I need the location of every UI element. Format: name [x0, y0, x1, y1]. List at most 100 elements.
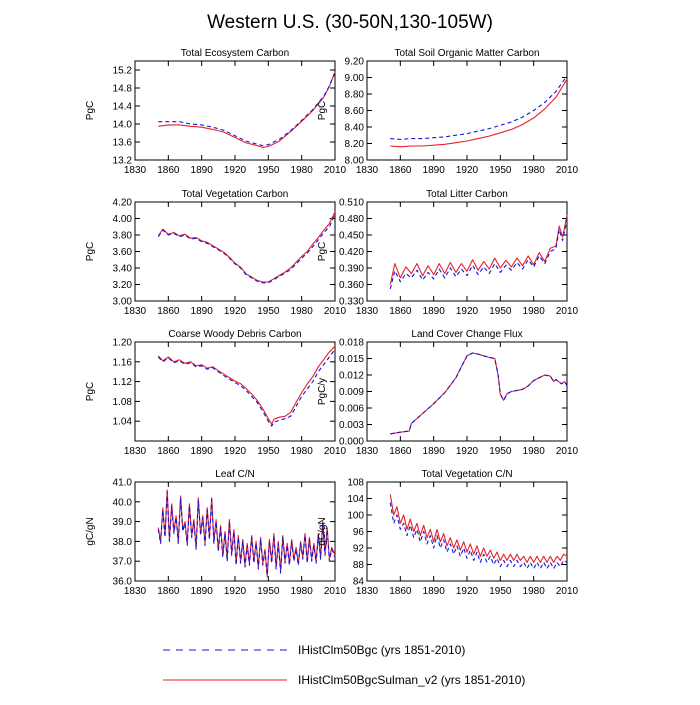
plot-frame	[134, 201, 336, 302]
y-tick-label: 0.003	[339, 420, 364, 431]
x-tick-label: 1860	[389, 306, 412, 317]
chart-panel: Coarse Woody Debris Carbon 1.04 1.08 1.12 1.…	[85, 329, 347, 457]
x-tick-label: 1920	[224, 306, 247, 317]
y-tick-label: 13.6	[113, 138, 133, 149]
y-tick-label: 3.00	[113, 297, 133, 308]
chart-title: Land Cover Change Flux	[411, 329, 522, 340]
series-line-sulman	[390, 78, 568, 148]
y-tick-label: 14.8	[113, 84, 133, 95]
legend-bgc-label: IHistClm50Bgc (yrs 1851-2010)	[298, 643, 465, 657]
x-tick-label: 1920	[456, 165, 479, 176]
y-tick-label: 0.000	[339, 437, 364, 448]
x-tick-label: 1890	[423, 165, 446, 176]
y-tick-label: 0.006	[339, 404, 364, 415]
y-tick-label: 3.60	[113, 247, 133, 258]
y-axis-label: PgC	[85, 101, 96, 120]
y-axis-label: gC/gN	[317, 517, 328, 545]
x-tick-label: 1920	[224, 586, 247, 597]
series-line-bgc	[389, 502, 568, 570]
x-tick-label: 1890	[423, 306, 446, 317]
y-tick-label: 1.12	[113, 377, 133, 388]
y-tick-label: 0.009	[339, 387, 364, 398]
x-tick-label: 1920	[224, 446, 247, 457]
panel-grid: Total Ecosystem Carbon 13.2 13.6 14.0 14.4 14…	[85, 48, 579, 597]
plot-frame	[134, 60, 336, 161]
x-tick-label: 2010	[556, 586, 579, 597]
series-line-sulman	[389, 215, 568, 285]
chart-panel: Total Litter Carbon 0.330 0.360 0.390 0.420 0…	[317, 189, 579, 317]
y-tick-label: 8.60	[345, 106, 365, 117]
series-line-sulman	[157, 345, 336, 425]
x-tick-label: 1830	[356, 306, 379, 317]
y-tick-label: 41.0	[113, 478, 133, 489]
x-tick-label: 1860	[389, 586, 412, 597]
y-tick-label: 0.390	[339, 264, 364, 275]
chart-panel: Total Vegetation Carbon 3.00 3.20 3.40 3.60 3…	[85, 189, 347, 317]
chart-title: Total Ecosystem Carbon	[181, 48, 289, 59]
series-line-sulman	[158, 71, 336, 148]
x-tick-label: 1980	[523, 306, 546, 317]
x-tick-label: 1860	[157, 586, 180, 597]
x-tick-label: 1980	[291, 165, 314, 176]
chart-title: Total Litter Carbon	[426, 189, 508, 200]
chart-panel: Total Ecosystem Carbon 13.2 13.6 14.0 14.4 14…	[85, 48, 347, 176]
x-tick-label: 1860	[389, 165, 412, 176]
chart-title: Total Soil Organic Matter Carbon	[394, 48, 539, 59]
x-tick-label: 1830	[124, 165, 147, 176]
y-tick-label: 104	[347, 494, 364, 505]
series-line-bgc	[389, 219, 568, 290]
x-tick-label: 1980	[523, 586, 546, 597]
x-tick-label: 2010	[324, 586, 347, 597]
x-tick-label: 1860	[157, 165, 180, 176]
y-tick-label: 8.00	[345, 156, 365, 167]
x-tick-label: 2010	[324, 446, 347, 457]
chart-panel: Total Vegetation C/N 84 88 92 96 100 104 108 183…	[317, 469, 579, 597]
x-tick-label: 1830	[124, 446, 147, 457]
x-tick-label: 2010	[556, 165, 579, 176]
y-tick-label: 0.510	[339, 198, 364, 209]
series-line-bgc	[157, 349, 336, 427]
y-tick-label: 8.80	[345, 90, 365, 101]
y-tick-label: 15.2	[113, 66, 133, 77]
x-tick-label: 1860	[157, 446, 180, 457]
x-tick-label: 2010	[556, 306, 579, 317]
y-tick-label: 4.20	[113, 198, 133, 209]
x-tick-label: 2010	[556, 446, 579, 457]
y-tick-label: 37.0	[113, 557, 133, 568]
series-line-sulman	[390, 352, 568, 435]
y-tick-label: 92	[353, 544, 365, 555]
chart-panel: Leaf C/N 36.0 37.0 38.0 39.0 40.0 41.0 1830 1860…	[85, 469, 347, 597]
y-tick-label: 100	[347, 511, 364, 522]
y-tick-label: 0.360	[339, 280, 364, 291]
x-tick-label: 1920	[456, 306, 479, 317]
x-tick-label: 2010	[324, 165, 347, 176]
x-tick-label: 1830	[124, 306, 147, 317]
y-tick-label: 0.330	[339, 297, 364, 308]
y-tick-label: 0.012	[339, 371, 364, 382]
chart-title: Total Vegetation Carbon	[182, 189, 289, 200]
y-tick-label: 3.80	[113, 231, 133, 242]
y-tick-label: 14.0	[113, 120, 133, 131]
x-tick-label: 1890	[191, 306, 214, 317]
x-tick-label: 1830	[356, 446, 379, 457]
y-tick-label: 8.40	[345, 123, 365, 134]
x-tick-label: 1860	[389, 446, 412, 457]
y-tick-label: 38.0	[113, 537, 133, 548]
figure-title: Western U.S. (30-50N,130-105W)	[207, 12, 493, 33]
y-axis-label: gC/gN	[85, 517, 96, 545]
y-tick-label: 9.20	[345, 57, 365, 68]
chart-panel: Land Cover Change Flux 0.000 0.003 0.006 0.0…	[317, 329, 579, 457]
y-tick-label: 88	[353, 560, 365, 571]
y-tick-label: 14.4	[113, 102, 133, 113]
x-tick-label: 1890	[423, 586, 446, 597]
series-line-sulman	[157, 211, 336, 283]
x-tick-label: 1950	[489, 586, 512, 597]
x-tick-label: 1890	[191, 165, 214, 176]
x-tick-label: 1920	[456, 446, 479, 457]
y-tick-label: 9.00	[345, 73, 365, 84]
plot-frame	[366, 481, 568, 582]
x-tick-label: 1950	[257, 165, 280, 176]
y-tick-label: 1.08	[113, 397, 133, 408]
